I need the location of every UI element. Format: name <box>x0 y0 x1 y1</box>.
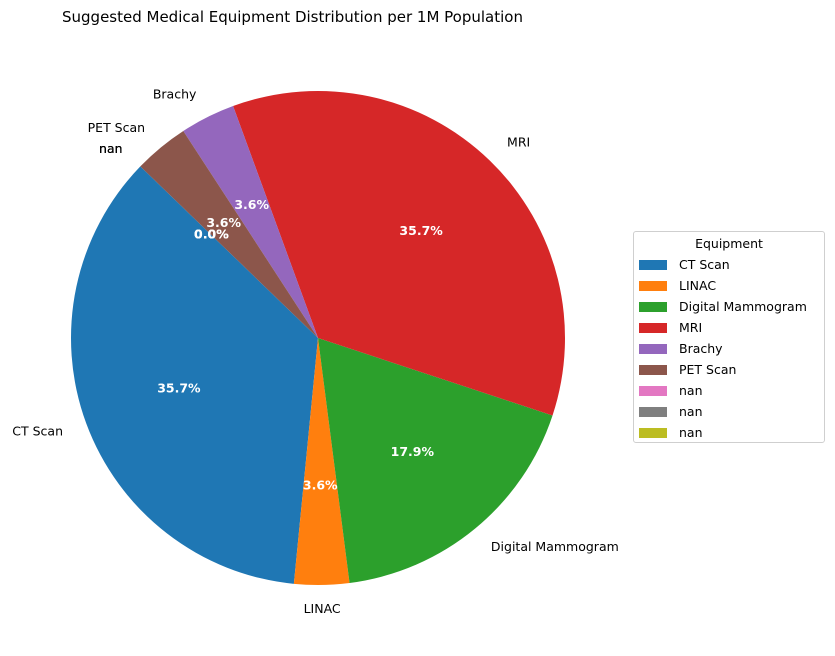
legend-swatch <box>639 343 667 354</box>
slice-label-digital-mammogram-2: Digital Mammogram <box>491 539 619 554</box>
slice-label-linac-1: LINAC <box>304 601 341 616</box>
slice-percent-linac-1: 3.6% <box>303 478 338 493</box>
legend-item-linac-1: LINAC <box>634 275 824 296</box>
legend-label: nan <box>679 425 703 440</box>
legend-label: nan <box>679 383 703 398</box>
slice-percent-ct-scan-0: 35.7% <box>157 381 201 396</box>
legend-swatch <box>639 301 667 312</box>
legend-label: CT Scan <box>679 257 730 272</box>
pie-slice-linac-1 <box>293 338 350 585</box>
pie-slice-brachy-4 <box>183 106 318 338</box>
legend-title: Equipment <box>695 236 763 251</box>
pie-slice-ct-scan-0 <box>71 166 318 584</box>
legend-swatch <box>639 427 667 438</box>
slice-label-nan-6: nan <box>99 141 123 156</box>
legend-item-brachy-4: Brachy <box>634 338 824 359</box>
legend-label: Brachy <box>679 341 723 356</box>
legend-swatch <box>639 322 667 333</box>
pie-slice-pet-scan-5 <box>140 130 318 338</box>
legend-swatch <box>639 385 667 396</box>
slice-label-nan-8: nan <box>99 141 123 156</box>
legend-swatch <box>639 259 667 270</box>
legend-label: LINAC <box>679 278 717 293</box>
chart-title: Suggested Medical Equipment Distribution… <box>62 8 523 26</box>
legend-item-pet-scan-5: PET Scan <box>634 359 824 380</box>
slice-percent-nan-8: 0.0% <box>194 227 229 242</box>
slice-label-brachy-4: Brachy <box>153 87 197 102</box>
slice-label-mri-3: MRI <box>507 134 530 149</box>
legend-item-nan-6: nan <box>634 380 824 401</box>
legend-swatch <box>639 364 667 375</box>
slice-label-ct-scan-0: CT Scan <box>12 423 63 438</box>
legend-swatch <box>639 406 667 417</box>
legend-item-nan-7: nan <box>634 401 824 422</box>
slice-label-pet-scan-5: PET Scan <box>88 120 145 135</box>
legend-swatch <box>639 280 667 291</box>
pie-slice-mri-3 <box>233 91 565 416</box>
legend-label: Digital Mammogram <box>679 299 807 314</box>
legend-item-mri-3: MRI <box>634 317 824 338</box>
slice-percent-nan-6: 0.0% <box>194 227 229 242</box>
pie-slice-digital-mammogram-2 <box>318 338 553 583</box>
slice-percent-pet-scan-5: 3.6% <box>206 215 241 230</box>
legend-items: CT Scan LINAC Digital Mammogram MRI Brachy PE… <box>634 254 824 443</box>
legend-item-ct-scan-0: CT Scan <box>634 254 824 275</box>
legend-item-digital-mammogram-2: Digital Mammogram <box>634 296 824 317</box>
slice-percent-brachy-4: 3.6% <box>234 197 269 212</box>
legend-label: MRI <box>679 320 703 335</box>
slice-percent-digital-mammogram-2: 17.9% <box>391 444 435 459</box>
legend-label: nan <box>679 404 703 419</box>
slice-percent-nan-7: 0.0% <box>194 227 229 242</box>
slice-percent-mri-3: 35.7% <box>399 223 443 238</box>
slice-label-nan-7: nan <box>99 141 123 156</box>
legend: Equipment CT Scan LINAC Digital Mammogram M… <box>633 231 825 443</box>
legend-label: PET Scan <box>679 362 737 377</box>
legend-item-nan-8: nan <box>634 422 824 443</box>
